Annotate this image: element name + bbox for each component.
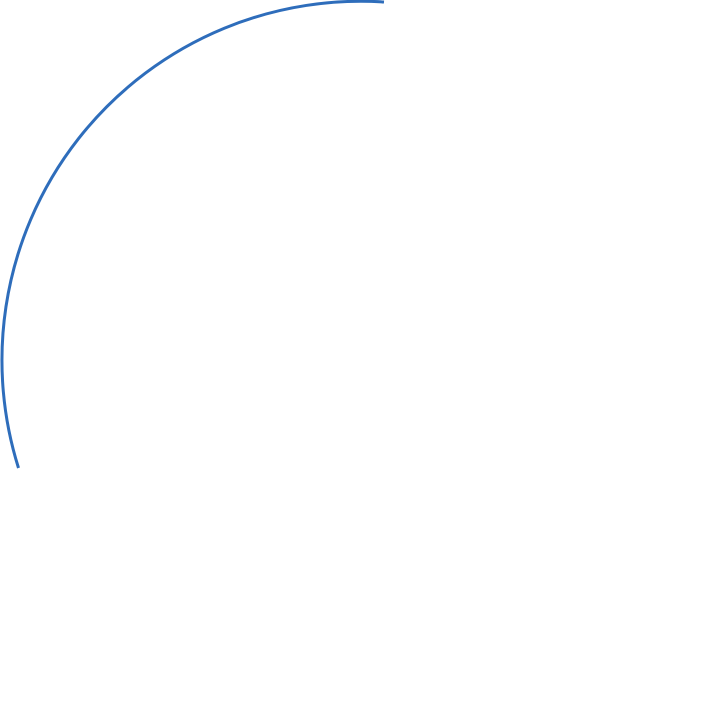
circular-arc bbox=[0, 0, 385, 469]
